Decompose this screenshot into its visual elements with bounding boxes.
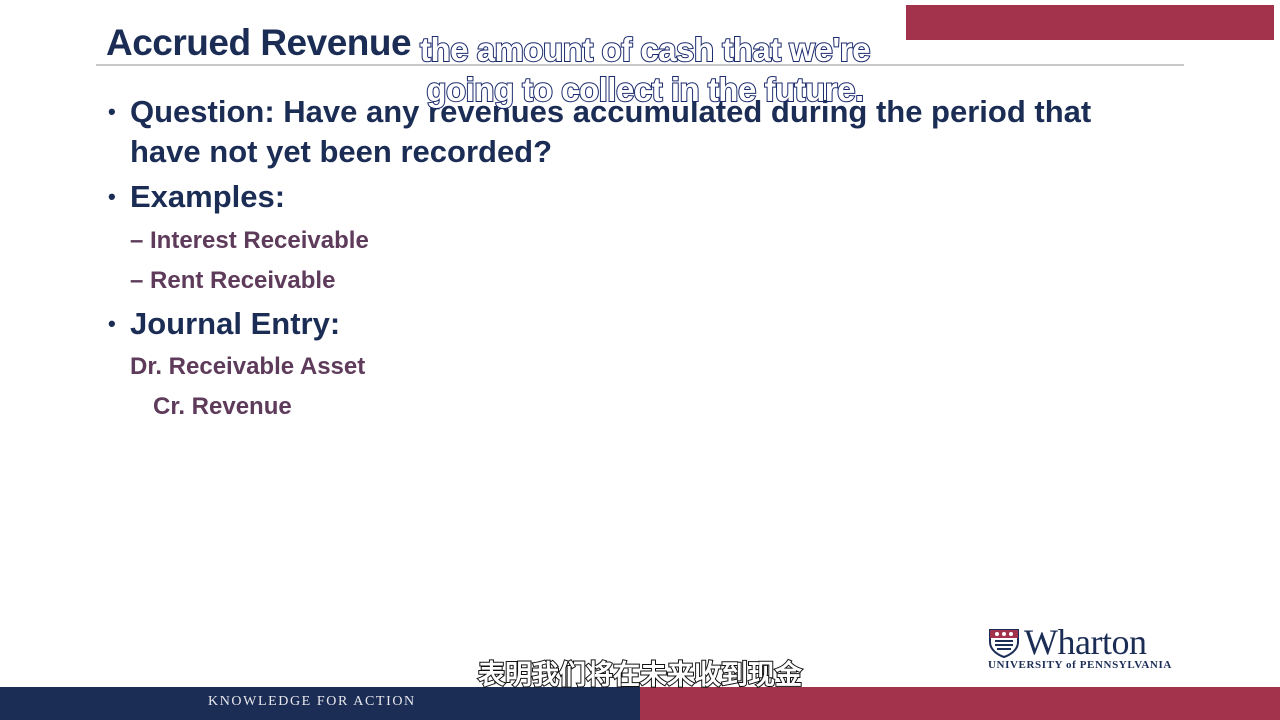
- subtitle-chinese: 表明我们将在未来收到现金: [477, 659, 803, 691]
- bullet-examples: • Examples:: [108, 177, 1150, 217]
- bullet-text: Journal Entry:: [130, 306, 341, 341]
- example-interest-receivable: – Interest Receivable: [130, 227, 369, 254]
- title-accent-box: [906, 5, 1274, 40]
- footer-bar-navy: [0, 687, 640, 720]
- bullet-journal-entry: • Journal Entry:: [108, 304, 1150, 344]
- bullet-marker: •: [108, 184, 116, 209]
- journal-debit-line: Dr. Receivable Asset: [130, 353, 366, 380]
- bullet-marker: •: [108, 99, 116, 124]
- logo-wordmark: Wharton: [1024, 622, 1147, 662]
- bullet-text: Examples:: [130, 179, 286, 214]
- bullet-text: Question: Have any revenues accumulated …: [130, 94, 1092, 169]
- bullet-marker: •: [108, 311, 116, 336]
- footer-tagline: KNOWLEDGE FOR ACTION: [208, 694, 416, 709]
- slide-title: Accrued Revenue: [106, 22, 412, 63]
- example-rent-receivable: – Rent Receivable: [130, 267, 336, 294]
- footer-bar-maroon: [640, 687, 1280, 720]
- logo-subline: UNIVERSITY of PENNSYLVANIA: [988, 659, 1172, 671]
- bullet-question: • Question: Have any revenues accumulate…: [108, 92, 1150, 172]
- penn-shield-icon: [989, 629, 1019, 658]
- journal-credit-line: Cr. Revenue: [153, 393, 292, 420]
- subtitle-english: the amount of cash that we're going to c…: [419, 30, 871, 109]
- wharton-logo: Wharton UNIVERSITY of PENNSYLVANIA: [988, 622, 1194, 674]
- title-divider: [96, 64, 1184, 66]
